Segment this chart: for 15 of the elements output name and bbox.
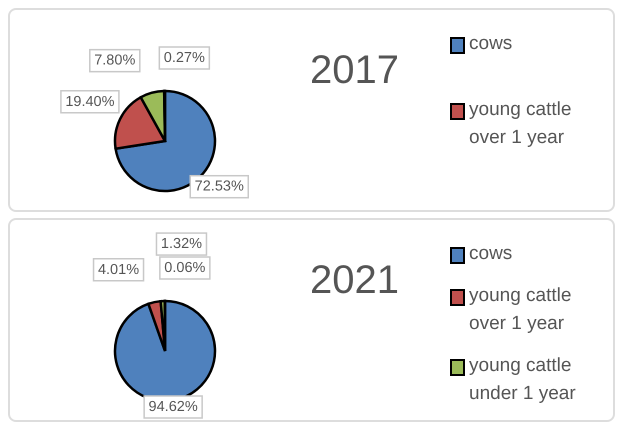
legend-label: cows bbox=[469, 32, 512, 56]
legend-label: young cattle over 1 year bbox=[469, 98, 572, 150]
data-label: 72.53% bbox=[194, 178, 244, 195]
text: 2021 bbox=[310, 258, 399, 303]
data-label: 0.06% bbox=[164, 260, 206, 276]
legend-label: young cattle under 1 year bbox=[469, 354, 577, 406]
data-label: 19.40% bbox=[65, 94, 115, 110]
legend-label: young cattle over 1 year bbox=[469, 284, 572, 336]
data-label: 0.27% bbox=[164, 50, 205, 66]
data-label: 4.01% bbox=[98, 262, 140, 278]
legend-label: cows bbox=[469, 242, 512, 266]
data-label: 7.80% bbox=[94, 52, 136, 69]
data-label: 94.62% bbox=[148, 399, 198, 415]
chart-title: 2017 bbox=[310, 48, 399, 93]
data-label: 1.32% bbox=[160, 236, 202, 252]
